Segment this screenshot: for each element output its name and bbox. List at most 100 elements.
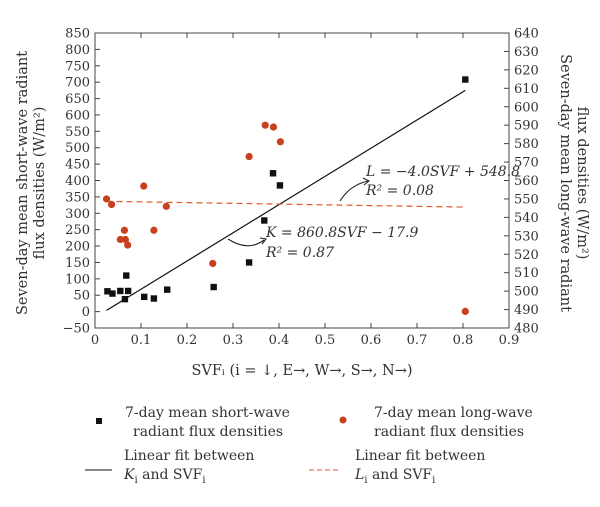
legend-label-long-wave-line1: 7-day mean long-wave [374,405,533,421]
y-left-tick-label: 550 [65,125,90,140]
y-right-tick-label: 490 [514,303,539,318]
y-left-tick-label: 450 [65,158,90,173]
short-wave-point [269,170,277,177]
legend-k-rest: and SVF [138,467,203,483]
x-tick-label: 0.6 [361,333,382,348]
y-left-tick-label: 750 [65,59,90,74]
long-wave-point [124,241,132,249]
long-wave-point [261,121,269,129]
long-wave-point [209,259,217,268]
fit-lines [106,89,466,311]
legend-label-l-fit-line2: Li and SVFi [354,467,435,486]
legend-label-l-fit-line1: Linear fit between [355,448,485,464]
y-right-tick-label: 640 [514,27,539,42]
y-right-tick-label: 540 [514,211,539,226]
l-fit-equation: L = −4.0SVF + 548.8 [365,164,520,180]
y-right-tick-label: 610 [514,82,539,97]
long-wave-point [121,235,129,244]
y-left-tick-label: 200 [65,240,90,255]
y-right-tick-label: 520 [514,248,539,263]
legend: 7-day mean short-wave radiant flux densi… [85,405,533,486]
long-wave-point [107,200,116,209]
legend-l-symbol: L [354,467,364,483]
y-right-tick-label: 570 [514,156,539,171]
y-left-axis-label-line2: flux densities (W/m²) [32,107,48,260]
legend-marker-long-wave [339,416,347,424]
long-wave-point [116,235,124,244]
y-right-tick-label: 510 [514,266,539,281]
short-wave-point [109,290,116,297]
y-right-tick-label: 560 [514,174,539,189]
legend-l-sub: i [364,475,367,486]
y-left-tick-label: 250 [65,223,90,238]
k-fit-line [106,89,466,311]
legend-label-k-fit-line2: Ki and SVFi [123,467,206,486]
long-wave-point [461,307,469,316]
tick-labels: 0 0.1 0.2 0.3 0.4 0.5 0.6 0.7 0.8 0.9−50050100150… [63,27,539,349]
y-right-tick-label: 480 [514,322,539,337]
y-right-tick-label: 600 [514,100,539,115]
x-tick-label: 0.9 [499,333,520,348]
short-wave-point [124,287,132,295]
y-right-axis-label-line2: flux densities (W/m²) [574,107,590,260]
y-right-axis-label-line1: Seven-day mean long-wave radiant [557,54,573,312]
y-right-tick-label: 590 [514,119,539,134]
y-left-tick-label: 100 [65,272,90,287]
legend-k-sub: i [134,475,137,486]
legend-label-k-fit-line1: Linear fit between [124,448,254,464]
short-wave-point [164,286,171,293]
y-left-tick-label: 700 [65,76,90,91]
legend-marker-short-wave [96,418,102,424]
legend-l-rest: and SVF [368,467,433,483]
long-wave-point [102,195,111,203]
short-wave-point [462,76,469,83]
legend-label-long-wave-line2: radiant flux densities [374,424,524,440]
y-left-tick-label: 600 [65,108,90,123]
short-wave-point [245,259,253,266]
legend-l-sub2: i [432,475,435,486]
k-fit-equation: K = 860.8SVF − 17.9 [265,225,418,241]
y-left-tick-label: 400 [65,174,90,189]
y-left-tick-label: 350 [65,190,90,205]
y-right-tick-label: 550 [514,192,539,207]
y-right-tick-label: 630 [514,45,539,60]
short-wave-point [150,295,158,302]
y-right-tick-label: 530 [514,229,539,244]
x-tick-label: 0 [91,333,99,348]
long-wave-point [150,226,158,234]
x-tick-label: 0.4 [269,333,290,348]
short-wave-point [210,283,217,291]
k-fit-arrowhead [259,237,268,245]
long-wave-point [269,123,278,131]
legend-k-sub2: i [202,475,205,486]
y-right-tick-label: 500 [514,285,539,300]
x-tick-label: 0.5 [315,333,336,348]
x-tick-label: 0.7 [407,333,428,348]
plot-area-border [94,32,510,329]
l-fit-arrowhead [362,177,371,186]
legend-label-short-wave-line2: radiant flux densities [133,424,283,440]
y-right-tick-label: 580 [514,137,539,152]
axis-ticks [94,32,510,329]
k-fit-r2: R² = 0.87 [265,245,334,261]
long-wave-point [162,202,170,210]
short-wave-point [141,293,148,301]
y-right-tick-label: 620 [514,63,539,78]
y-left-tick-label: 800 [65,43,90,58]
legend-label-short-wave-line1: 7-day mean short-wave [125,405,290,421]
long-wave-point [120,226,129,234]
l-fit-line [106,200,466,208]
y-left-tick-label: 650 [65,92,90,107]
l-fit-r2: R² = 0.08 [365,183,434,199]
short-wave-point [123,272,130,279]
short-wave-point [117,287,124,295]
data-markers [102,76,469,316]
y-left-axis-label-line1: Seven-day mean short-wave radiant [15,51,31,315]
long-wave-point [276,138,284,146]
short-wave-point [261,217,268,224]
y-left-tick-label: −50 [63,322,90,337]
y-left-tick-label: 0 [82,305,90,320]
y-left-tick-label: 300 [65,207,90,222]
short-wave-point [276,182,284,189]
l-fit-annotation-arrow [339,180,369,202]
